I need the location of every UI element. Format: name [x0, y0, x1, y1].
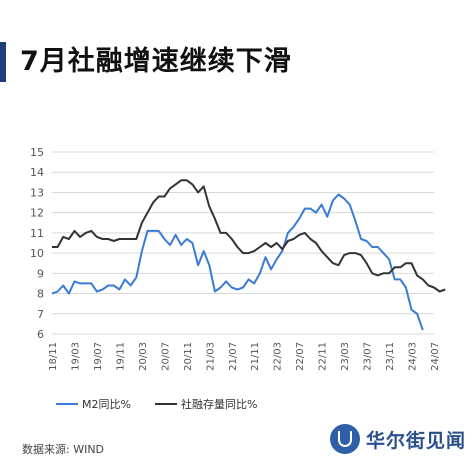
- y-tick-label: 13: [30, 186, 44, 199]
- x-tick-label: 24/03: [408, 342, 419, 371]
- x-tick-label: 20/07: [160, 342, 171, 371]
- y-tick-label: 9: [37, 267, 44, 280]
- y-tick-label: 8: [37, 288, 44, 301]
- x-tick-label: 21/03: [205, 342, 216, 371]
- x-tick-label: 19/07: [93, 342, 104, 371]
- x-tick-label: 21/11: [250, 342, 261, 371]
- x-tick-label: 22/03: [273, 342, 284, 371]
- legend-label: 社融存量同比%: [181, 397, 257, 411]
- x-tick-label: 23/07: [363, 342, 374, 371]
- y-tick-label: 15: [30, 146, 44, 159]
- y-tick-label: 6: [37, 328, 44, 341]
- y-tick-label: 12: [30, 207, 44, 220]
- x-tick-label: 19/03: [70, 342, 81, 371]
- x-tick-label: 24/07: [430, 342, 441, 371]
- brand-logo-icon: [330, 424, 360, 454]
- series-line-m2: [51, 193, 424, 331]
- brand-name: 华尔街见闻: [366, 429, 467, 452]
- x-tick-label: 22/07: [295, 342, 306, 371]
- legend-label: M2同比%: [82, 398, 131, 411]
- x-tick-label: 22/11: [318, 342, 329, 371]
- title-accent-bar: [0, 42, 6, 82]
- y-tick-label: 10: [30, 247, 44, 260]
- x-tick-label: 20/03: [138, 342, 149, 371]
- y-tick-label: 7: [37, 308, 44, 321]
- page-title: 7月社融增速继续下滑: [20, 46, 292, 77]
- series-line-social-financing: [52, 179, 446, 293]
- x-tick-label: 18/11: [48, 342, 59, 371]
- x-tick-label: 20/11: [183, 342, 194, 371]
- x-tick-label: 23/11: [385, 342, 396, 371]
- y-tick-label: 14: [30, 166, 44, 179]
- data-source-label: 数据来源: WIND: [22, 443, 105, 456]
- y-tick-label: 11: [30, 227, 44, 240]
- x-tick-label: 19/11: [115, 342, 126, 371]
- x-tick-label: 23/03: [340, 342, 351, 371]
- brand-logo-block: 华尔街见闻: [330, 424, 466, 454]
- x-tick-label: 21/07: [228, 342, 239, 371]
